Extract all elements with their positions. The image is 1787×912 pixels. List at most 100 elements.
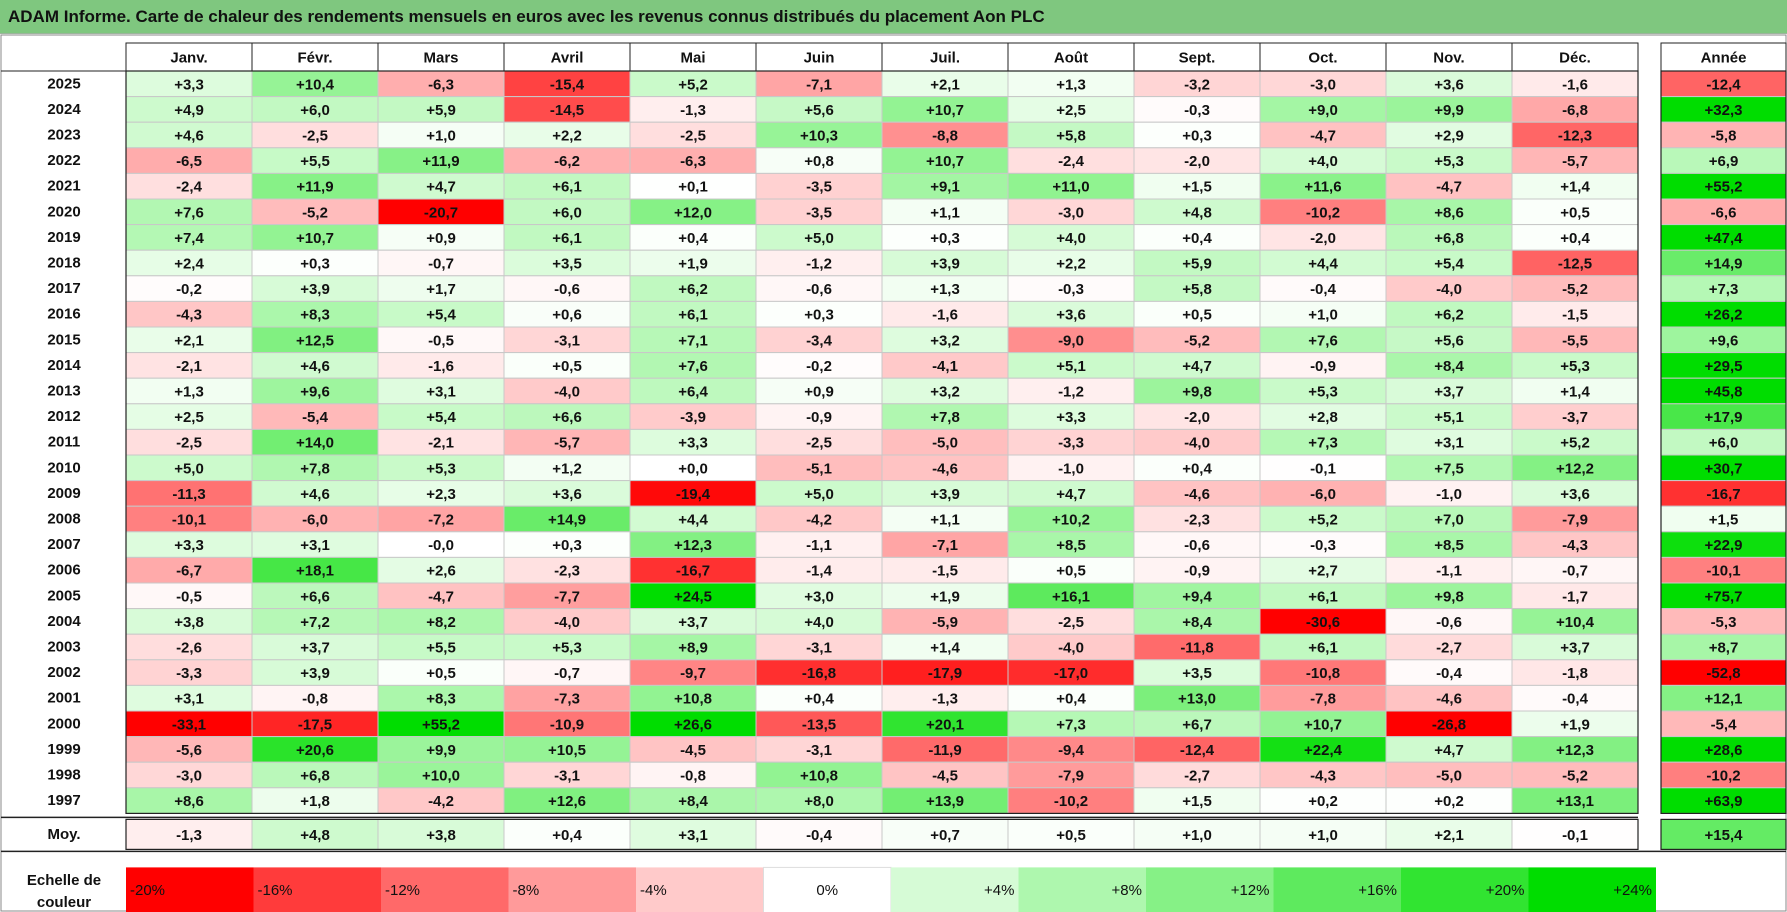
cell-value-label: +8,4 bbox=[678, 793, 708, 810]
cell-value-label: +1,0 bbox=[426, 128, 456, 145]
annual-value-label: +12,1 bbox=[1705, 691, 1743, 708]
cell-value-label: -6,2 bbox=[554, 153, 580, 170]
cell-value-label: +5,0 bbox=[174, 460, 204, 477]
cell-value-label: +3,6 bbox=[1560, 486, 1590, 503]
cell-value-label: +9,4 bbox=[1182, 588, 1212, 605]
cell-value-label: +14,0 bbox=[296, 435, 334, 452]
cell-value-label: +4,0 bbox=[804, 614, 834, 631]
year-label: 2002 bbox=[47, 664, 80, 681]
cell-value-label: +10,5 bbox=[548, 742, 586, 759]
scale-swatch bbox=[126, 867, 254, 912]
cell-value-label: +4,7 bbox=[1182, 358, 1212, 375]
cell-value-label: -1,6 bbox=[1562, 76, 1588, 93]
heatmap-cell bbox=[755, 608, 883, 635]
cell-value-label: -13,5 bbox=[802, 716, 836, 733]
cell-value-label: +10,4 bbox=[296, 76, 335, 93]
cell-value-label: -3,1 bbox=[554, 332, 580, 349]
annual-value-label: -12,4 bbox=[1706, 76, 1741, 93]
heatmap-cell bbox=[251, 531, 379, 558]
heatmap-cell bbox=[755, 377, 883, 405]
cell-value-label: -6,7 bbox=[176, 563, 202, 580]
cell-value-label: +8,5 bbox=[1056, 537, 1086, 554]
heatmap-cell bbox=[1007, 505, 1135, 533]
cell-value-label: -0,9 bbox=[806, 409, 832, 426]
cell-value-label: +5,2 bbox=[1560, 435, 1590, 452]
heatmap-cell bbox=[1007, 275, 1135, 302]
cell-value-label: -4,6 bbox=[1436, 691, 1462, 708]
cell-value-label: +3,2 bbox=[930, 384, 960, 401]
cell-value-label: +6,8 bbox=[300, 768, 330, 785]
month-header-label: Juin bbox=[804, 50, 835, 67]
month-header-label: Août bbox=[1054, 50, 1088, 67]
cell-value-label: +11,6 bbox=[1304, 179, 1341, 196]
heatmap-cell bbox=[503, 70, 631, 98]
annual-value-label: +9,6 bbox=[1709, 332, 1739, 349]
cell-value-label: +10,3 bbox=[800, 128, 838, 145]
heatmap-cell bbox=[755, 249, 883, 277]
cell-value-label: +1,8 bbox=[300, 793, 330, 810]
month-header-label: Nov. bbox=[1433, 50, 1464, 67]
scale-swatch bbox=[891, 867, 1019, 912]
cell-value-label: -0,4 bbox=[1436, 665, 1463, 682]
cell-value-label: +1,2 bbox=[552, 460, 582, 477]
heatmap-cell bbox=[755, 684, 883, 712]
cell-value-label: -0,6 bbox=[806, 281, 832, 298]
cell-value-label: +0,5 bbox=[1182, 307, 1212, 324]
year-label: 1999 bbox=[47, 741, 80, 758]
cell-value-label: -6,8 bbox=[1562, 102, 1588, 119]
scale-swatch-label: -12% bbox=[385, 882, 420, 899]
cell-value-label: +3,6 bbox=[1434, 76, 1464, 93]
cell-value-label: +9,9 bbox=[426, 742, 456, 759]
cell-value-label: +6,1 bbox=[1308, 640, 1338, 657]
cell-value-label: +0,4 bbox=[1056, 691, 1086, 708]
heatmap-cell bbox=[1511, 710, 1639, 738]
heatmap-cell bbox=[755, 300, 883, 328]
heatmap-cell bbox=[1007, 531, 1135, 558]
cell-value-label: -1,0 bbox=[1436, 486, 1462, 503]
year-label: 1998 bbox=[47, 767, 80, 784]
cell-value-label: -4,6 bbox=[1184, 486, 1210, 503]
cell-value-label: +55,2 bbox=[422, 716, 460, 733]
heatmap-cell bbox=[251, 198, 379, 226]
cell-value-label: +3,1 bbox=[300, 537, 330, 554]
heatmap-cell bbox=[377, 70, 505, 98]
heatmap-cell bbox=[1133, 684, 1261, 712]
heatmap-cell bbox=[377, 710, 505, 738]
cell-value-label: +8,2 bbox=[426, 614, 456, 631]
cell-value-label: +7,6 bbox=[174, 204, 204, 221]
annual-value-label: +32,3 bbox=[1705, 102, 1743, 119]
cell-value-label: +3,0 bbox=[804, 588, 834, 605]
heatmap-cell bbox=[1133, 531, 1261, 558]
cell-value-label: -15,4 bbox=[550, 76, 585, 93]
cell-value-label: -5,7 bbox=[1562, 153, 1588, 170]
heatmap-cell bbox=[1133, 736, 1261, 763]
cell-value-label: +7,3 bbox=[1308, 435, 1338, 452]
heatmap-cell bbox=[377, 582, 505, 610]
cell-value-label: -11,3 bbox=[172, 486, 205, 503]
heatmap-cell bbox=[881, 121, 1009, 149]
average-frame bbox=[125, 818, 1639, 851]
cell-value-label: -6,5 bbox=[176, 153, 202, 170]
cell-value-label: -5,9 bbox=[932, 614, 958, 631]
cell-value-label: -9,4 bbox=[1058, 742, 1085, 759]
cell-value-label: +0,2 bbox=[1434, 793, 1464, 810]
heatmap-cell bbox=[125, 633, 253, 661]
cell-value-label: +5,2 bbox=[1308, 512, 1338, 529]
heatmap-cell bbox=[1259, 326, 1387, 354]
cell-value-label: +3,9 bbox=[930, 256, 960, 273]
annual-value-label: +8,7 bbox=[1709, 640, 1739, 657]
cell-value-label: -1,3 bbox=[932, 691, 958, 708]
heatmap-cell bbox=[1133, 659, 1261, 686]
cell-value-label: -2,5 bbox=[302, 128, 328, 145]
average-value-label: +1,0 bbox=[1182, 827, 1212, 844]
average-cell bbox=[251, 818, 379, 850]
cell-value-label: -6,0 bbox=[1310, 486, 1336, 503]
heatmap-cell bbox=[755, 224, 883, 251]
cell-value-label: -11,9 bbox=[928, 742, 961, 759]
heatmap-cell bbox=[881, 428, 1009, 456]
heatmap-cell bbox=[881, 505, 1009, 533]
annual-value-label: -6,6 bbox=[1711, 204, 1737, 221]
annual-value-label: +47,4 bbox=[1705, 230, 1744, 247]
scale-swatch-label: -4% bbox=[640, 882, 667, 899]
year-label: 2023 bbox=[47, 127, 80, 144]
